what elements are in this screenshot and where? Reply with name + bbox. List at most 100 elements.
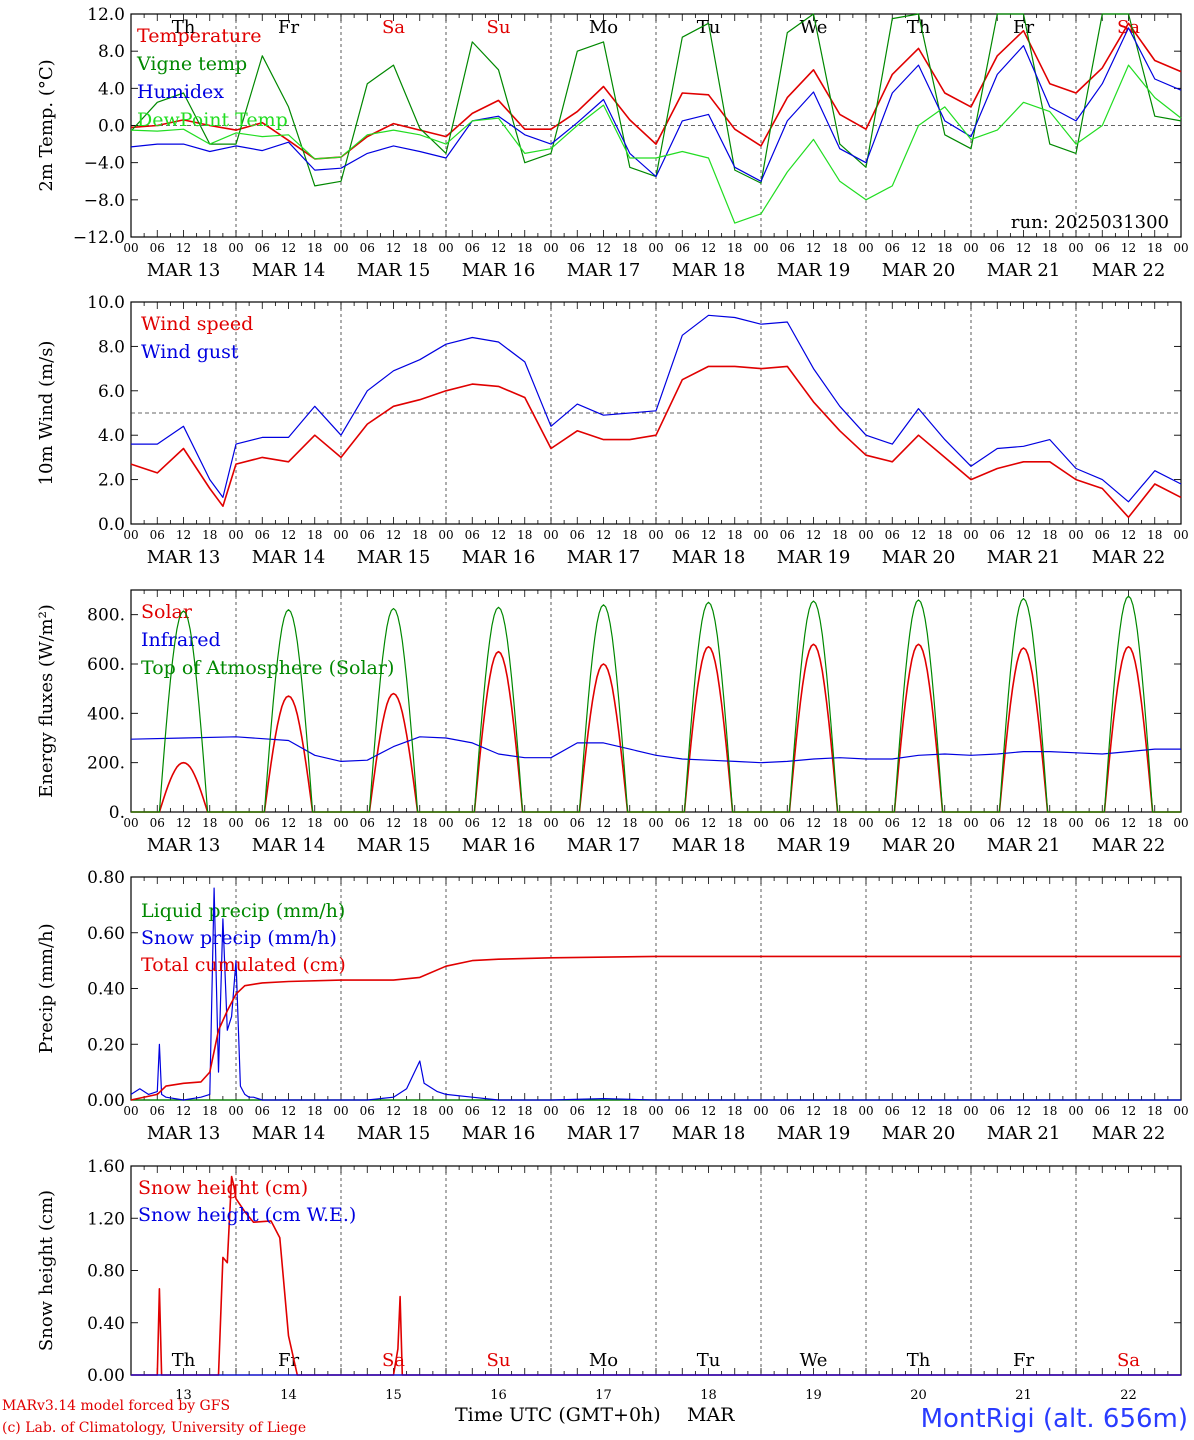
x-date-label: MAR 17: [567, 1123, 641, 1144]
x-date-label: MAR 20: [882, 835, 956, 856]
y-axis-label: Snow height (cm): [36, 1190, 57, 1351]
x-hour-tick-label: 06: [675, 241, 690, 255]
x-hour-tick-label: 12: [911, 528, 926, 542]
x-date-label: MAR 20: [882, 547, 956, 568]
x-hour-tick-label: 12: [386, 528, 401, 542]
x-day-number-label: 21: [1015, 1388, 1032, 1403]
x-hour-tick-label: 00: [543, 816, 558, 830]
y-tick-label: 0.0: [98, 117, 125, 137]
x-hour-tick-label: 00: [333, 1104, 348, 1118]
x-hour-tick-label: 06: [465, 528, 480, 542]
weekday-label: Th: [907, 17, 931, 38]
weekday-label: Mo: [589, 17, 618, 38]
weekday-label: Th: [172, 1350, 196, 1371]
x-day-number-label: 13: [175, 1388, 192, 1403]
x-hour-tick-label: 00: [753, 1104, 768, 1118]
x-hour-tick-label: 00: [963, 1104, 978, 1118]
x-day-number-label: 17: [595, 1388, 612, 1403]
x-hour-tick-label: 00: [1173, 816, 1188, 830]
x-hour-tick-label: 00: [228, 1104, 243, 1118]
x-day-number-label: 14: [280, 1388, 297, 1403]
legend-entry: Snow height (cm): [138, 1177, 308, 1199]
y-tick-label: 0.00: [87, 1366, 125, 1386]
x-date-label: MAR 22: [1092, 547, 1166, 568]
x-hour-tick-label: 12: [281, 1104, 296, 1118]
weekday-label: Tu: [697, 17, 721, 38]
x-hour-tick-label: 06: [780, 241, 795, 255]
y-tick-label: −12.0: [73, 228, 125, 248]
x-hour-tick-label: 12: [806, 816, 821, 830]
x-axis-label: Time UTC (GMT+0h): [455, 1404, 661, 1426]
x-hour-tick-label: 00: [963, 816, 978, 830]
x-hour-tick-label: 06: [990, 528, 1005, 542]
x-hour-tick-label: 00: [333, 816, 348, 830]
x-hour-tick-label: 12: [596, 1104, 611, 1118]
x-hour-tick-label: 06: [465, 241, 480, 255]
x-hour-tick-label: 12: [1121, 241, 1136, 255]
x-hour-tick-label: 12: [911, 241, 926, 255]
x-hour-tick-label: 18: [412, 1104, 427, 1118]
x-hour-tick-label: 18: [622, 241, 637, 255]
x-hour-tick-label: 06: [570, 816, 585, 830]
x-date-label: MAR 22: [1092, 260, 1166, 281]
weekday-label: Tu: [697, 1350, 721, 1371]
weekday-label: Fr: [1013, 17, 1034, 38]
y-tick-label: 2.0: [98, 471, 125, 491]
x-hour-tick-label: 18: [307, 241, 322, 255]
x-hour-tick-label: 06: [150, 528, 165, 542]
x-hour-tick-label: 00: [858, 816, 873, 830]
x-date-label: MAR 20: [882, 1123, 956, 1144]
x-hour-tick-label: 12: [596, 241, 611, 255]
y-axis-label: 10m Wind (m/s): [36, 341, 57, 486]
x-hour-tick-label: 18: [1042, 1104, 1057, 1118]
x-date-label: MAR 21: [987, 547, 1061, 568]
x-hour-tick-label: 00: [228, 528, 243, 542]
legend-entry: Infrared: [141, 629, 221, 651]
x-hour-tick-label: 18: [1042, 816, 1057, 830]
y-tick-label: 0.00: [87, 1091, 125, 1111]
x-hour-tick-label: 00: [963, 241, 978, 255]
x-hour-tick-label: 00: [543, 528, 558, 542]
x-hour-tick-label: 18: [937, 241, 952, 255]
x-hour-tick-label: 06: [990, 241, 1005, 255]
y-tick-label: −8.0: [84, 191, 125, 211]
x-hour-tick-label: 00: [753, 528, 768, 542]
weekday-label: Su: [487, 1350, 511, 1371]
weekday-label: Fr: [1013, 1350, 1034, 1371]
legend-entry: DewPoint Temp: [137, 109, 288, 131]
x-day-number-label: 16: [490, 1388, 507, 1403]
x-hour-tick-label: 00: [648, 816, 663, 830]
x-hour-tick-label: 18: [622, 816, 637, 830]
x-hour-tick-label: 18: [1147, 816, 1162, 830]
x-hour-tick-label: 12: [386, 1104, 401, 1118]
x-hour-tick-label: 18: [727, 816, 742, 830]
x-hour-tick-label: 12: [176, 241, 191, 255]
series-line-top-of-atmosphere-solar: [131, 595, 1181, 813]
x-hour-tick-label: 06: [885, 241, 900, 255]
y-tick-label: 0.20: [87, 1035, 125, 1055]
x-hour-tick-label: 12: [1121, 528, 1136, 542]
legend-entry: Humidex: [137, 81, 224, 103]
x-date-label: MAR 13: [147, 547, 221, 568]
credit-line-2: (c) Lab. of Climatology, University of L…: [2, 1420, 307, 1436]
x-hour-tick-label: 12: [1016, 528, 1031, 542]
x-hour-tick-label: 12: [491, 241, 506, 255]
x-hour-tick-label: 06: [780, 816, 795, 830]
x-hour-tick-label: 06: [255, 241, 270, 255]
x-hour-tick-label: 06: [255, 528, 270, 542]
x-hour-tick-label: 18: [832, 241, 847, 255]
x-date-label: MAR 20: [882, 260, 956, 281]
y-tick-label: 1.20: [87, 1209, 125, 1229]
x-hour-tick-label: 18: [727, 528, 742, 542]
x-hour-tick-label: 18: [202, 528, 217, 542]
x-hour-tick-label: 00: [753, 241, 768, 255]
x-hour-tick-label: 18: [517, 528, 532, 542]
credit-line-1: MARv3.14 model forced by GFS: [2, 1398, 231, 1414]
x-axis-month: MAR: [687, 1404, 735, 1426]
legend-entry: Snow height (cm W.E.): [138, 1204, 356, 1226]
x-hour-tick-label: 12: [1121, 816, 1136, 830]
x-date-label: MAR 21: [987, 260, 1061, 281]
x-hour-tick-label: 00: [648, 528, 663, 542]
x-day-number-label: 19: [805, 1388, 822, 1403]
x-hour-tick-label: 06: [1095, 816, 1110, 830]
